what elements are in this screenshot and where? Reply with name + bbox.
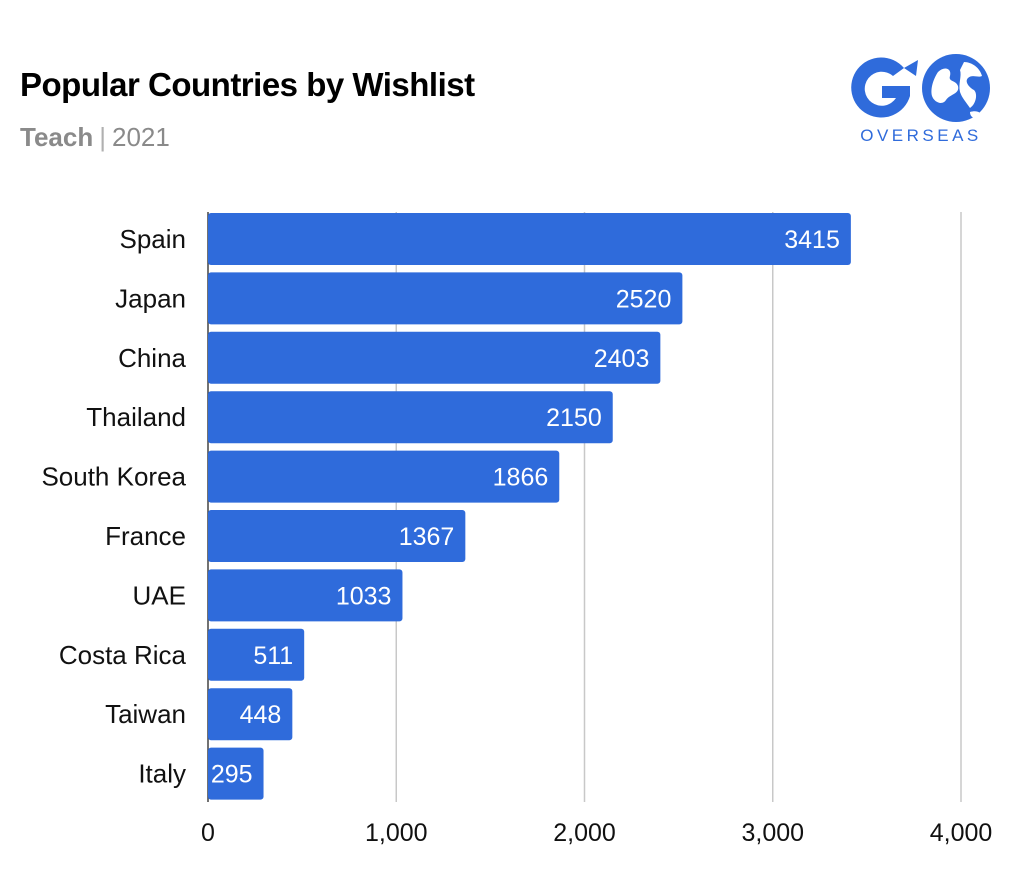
bar [208,213,851,265]
value-labels: 3415 2520 2403 2150 1866 1367 1033 511 448 295 [211,226,840,789]
category-label: South Korea [41,462,186,492]
data-label: 2403 [594,345,650,373]
data-label: 1033 [336,582,392,610]
logo-g-letter [851,57,910,118]
category-label: Taiwan [105,699,186,729]
data-label: 2150 [546,404,602,432]
globe-continent-3 [970,111,981,119]
x-tick-label: 3,000 [741,819,804,847]
bar [208,331,661,384]
category-label: Italy [138,759,186,789]
logo-word: OVERSEAS [860,126,982,145]
bar [208,569,403,622]
chart-subtitle: Teach | 2021 [20,122,170,153]
subtitle-year: 2021 [111,122,170,152]
data-label: 295 [211,761,253,789]
category-label: Japan [115,283,186,313]
x-axis-ticks: 0 1,000 2,000 3,000 4,000 [201,819,992,847]
data-label: 1367 [399,523,455,551]
logo-arrow [904,60,918,76]
x-tick-label: 1,000 [365,819,428,847]
chart-title: Popular Countries by Wishlist [20,66,475,103]
subtitle-category: Teach [20,122,94,152]
category-label: UAE [133,580,186,610]
bar [208,628,305,681]
category-labels: Spain Japan China Thailand South Korea France… [41,224,186,789]
bar [208,450,560,503]
data-label: 448 [240,701,282,729]
globe-continent-1 [931,68,959,103]
bar [208,688,293,741]
go-overseas-logo: OVERSEAS [846,50,996,150]
bar [208,391,613,444]
category-label: Costa Rica [59,640,187,670]
bars [208,213,851,800]
globe-continent-2 [959,62,982,108]
data-label: 1866 [493,464,549,492]
x-tick-label: 2,000 [553,819,616,847]
category-label: Thailand [86,402,186,432]
category-label: France [105,521,186,551]
bar [208,747,264,800]
category-label: Spain [120,224,187,254]
subtitle-separator: | [99,122,106,152]
category-label: China [118,343,186,373]
bar [208,272,683,325]
data-label: 2520 [616,285,672,313]
data-label: 3415 [784,226,840,254]
x-tick-label: 0 [201,819,215,847]
x-tick-label: 4,000 [930,819,993,847]
logo-mark [851,54,990,122]
bar [208,510,466,562]
data-label: 511 [253,642,293,670]
